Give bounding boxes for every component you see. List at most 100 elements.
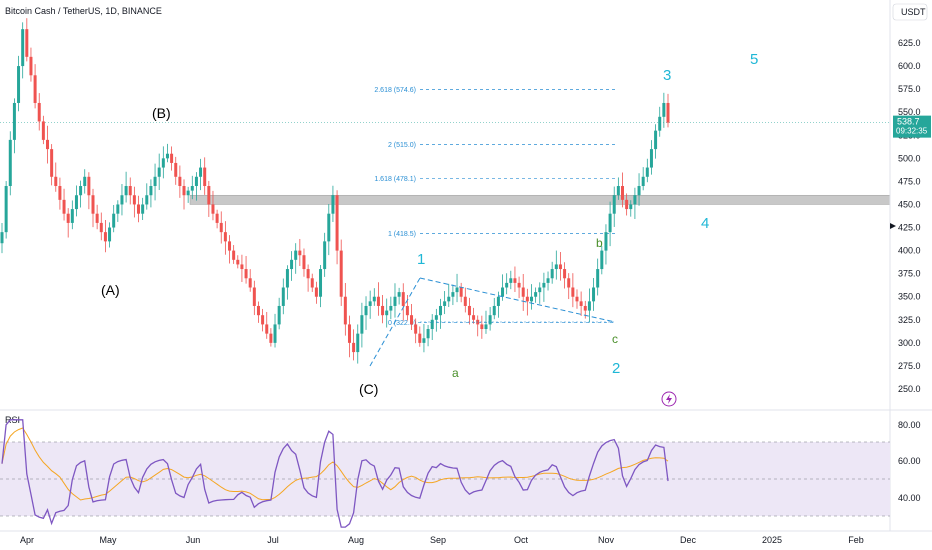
candle-body — [641, 176, 645, 187]
candle-body — [0, 232, 4, 244]
candle-body — [314, 287, 318, 297]
candle-body — [157, 167, 161, 177]
rsi-tick-80: 80.00 — [898, 420, 921, 430]
candle-body — [103, 232, 107, 242]
chart-title: Bitcoin Cash / TetherUS, 1D, BINANCE — [5, 6, 162, 16]
candle-body — [29, 56, 33, 76]
wave-label-2: 2 — [612, 360, 620, 377]
wave-label-c: c — [612, 332, 618, 346]
currency-label: USDT — [901, 7, 926, 17]
price-tick: 425.0 — [898, 223, 921, 233]
candle-body — [112, 213, 116, 228]
candle-body — [579, 301, 583, 306]
candle-body — [596, 269, 600, 288]
candle-body — [194, 176, 198, 187]
candle-body — [492, 305, 496, 316]
candle-body — [385, 310, 389, 316]
candle-body — [414, 324, 418, 334]
time-tick: Aug — [348, 535, 364, 545]
candle-body — [592, 287, 596, 302]
price-tick: 625.0 — [898, 38, 921, 48]
candle-body — [327, 213, 331, 242]
candle-body — [633, 195, 637, 205]
candle-body — [534, 292, 538, 297]
candle-body — [232, 250, 236, 260]
price-tick: 600.0 — [898, 61, 921, 71]
candle-body — [600, 250, 604, 270]
candle-body — [467, 305, 471, 316]
candle-body — [616, 186, 620, 196]
candle-body — [381, 305, 385, 316]
candle-body — [17, 66, 21, 103]
candle-body — [302, 255, 306, 270]
candle-body — [563, 269, 567, 279]
candle-body — [480, 324, 484, 330]
lightning-icon[interactable] — [661, 391, 677, 407]
candle-body — [554, 264, 558, 270]
wave-label-C: (C) — [359, 381, 378, 397]
candle-body — [662, 102, 666, 117]
candle-body — [418, 333, 422, 343]
candle-body — [153, 176, 157, 187]
candle-body — [273, 324, 277, 343]
fib-level-label: 2.618 (574.6) — [374, 87, 416, 94]
candle-body — [285, 269, 289, 288]
axis-marker-icon — [890, 223, 896, 229]
price-tick: 300.0 — [898, 338, 921, 348]
price-tick: 475.0 — [898, 176, 921, 186]
candle-body — [95, 213, 99, 223]
candle-body — [223, 232, 227, 242]
candle-body — [430, 319, 434, 330]
price-axis[interactable]: USDT 625.0600.0575.0550.0525.0500.0475.0… — [889, 0, 932, 550]
candle-body — [182, 186, 186, 196]
time-tick: Sep — [430, 535, 446, 545]
price-tick: 250.0 — [898, 384, 921, 394]
fibonacci-extension[interactable]: 2.618 (574.6) 2 (515.0) 1.618 (478.1) 1 (41… — [374, 87, 615, 327]
wave-label-4: 4 — [701, 215, 709, 232]
candle-body — [604, 232, 608, 251]
candle-body — [347, 324, 351, 343]
candle-body — [165, 153, 169, 159]
candle-body — [496, 296, 500, 306]
candle-body — [281, 287, 285, 306]
candle-body — [256, 305, 260, 316]
candle-body — [447, 296, 451, 302]
resistance-zone — [189, 194, 891, 205]
candle-body — [62, 199, 66, 214]
fib-level-label: 0 (322.0) — [388, 320, 416, 327]
time-tick: Feb — [848, 535, 864, 545]
candle-body — [116, 204, 120, 214]
currency-button[interactable] — [892, 3, 928, 21]
candle-body — [58, 186, 62, 200]
candle-body — [451, 292, 455, 297]
candle-body — [654, 130, 658, 150]
candle-body — [352, 342, 356, 353]
candle-body — [108, 227, 112, 242]
candle-body — [372, 296, 376, 302]
candle-body — [571, 287, 575, 297]
rsi-pane[interactable]: RSI 80.00 60.00 40.00 — [0, 409, 932, 528]
candle-body — [501, 287, 505, 297]
current-price-badge — [893, 115, 931, 138]
time-axis[interactable]: Apr May Jun Jul Aug Sep Oct Nov Dec 2025 Feb — [0, 530, 932, 545]
price-tick: 375.0 — [898, 269, 921, 279]
candle-body — [335, 195, 339, 251]
candle-body — [4, 186, 8, 233]
candle-body — [546, 278, 550, 283]
candle-body — [91, 195, 95, 214]
time-tick: Nov — [598, 535, 615, 545]
candle-body — [145, 195, 149, 205]
candle-body — [50, 149, 54, 177]
candles — [0, 18, 670, 364]
candle-body — [161, 158, 165, 168]
candle-body — [397, 292, 401, 297]
candle-body — [509, 278, 513, 283]
candle-body — [149, 186, 153, 196]
candle-body — [319, 269, 323, 297]
wave-label-a: a — [452, 366, 459, 380]
candle-body — [401, 292, 405, 306]
price-tick: 325.0 — [898, 315, 921, 325]
candle-body — [620, 186, 624, 200]
candle-body — [21, 29, 25, 67]
